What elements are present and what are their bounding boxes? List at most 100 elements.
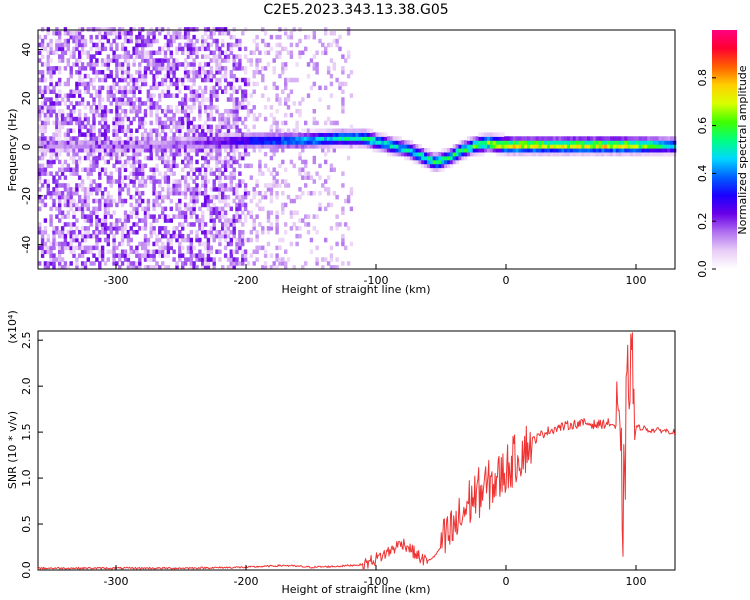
heatmap-cell [60,140,65,145]
heatmap-cell [135,144,139,149]
heatmap-cell [215,128,219,133]
heatmap-cell [69,73,73,79]
heatmap-cell [203,257,208,262]
heatmap-cell [132,148,136,153]
heatmap-cell [60,210,65,215]
heatmap-cell [206,124,211,130]
x-tick-label: 0 [503,575,510,588]
heatmap-cell [447,155,451,161]
heatmap-cell [198,124,202,130]
heatmap-cell [161,136,165,141]
heatmap-cell [163,34,168,40]
heatmap-cell [232,265,236,270]
heatmap-cell [292,163,296,169]
heatmap-cell [118,120,122,126]
heatmap-cell [132,105,136,110]
heatmap-cell [461,151,465,157]
heatmap-cell [189,27,193,32]
heatmap-cell [123,93,128,98]
heatmap-cell [438,167,442,172]
heatmap-cell [40,163,45,169]
heatmap-cell [152,38,156,44]
heatmap-cell [135,191,139,196]
heatmap-cell [178,202,182,208]
heatmap-cell [109,175,113,180]
heatmap-cell [149,151,153,157]
heatmap-cell [406,144,411,149]
heatmap-cell [146,175,151,180]
heatmap-cell [166,105,171,110]
heatmap-cell [221,136,225,141]
heatmap-cell [132,89,136,94]
heatmap-cell [232,27,236,32]
heatmap-cell [40,54,45,59]
heatmap-cell [412,144,417,149]
heatmap-cell [163,206,168,212]
heatmap-cell [349,140,354,145]
heatmap-cell [106,128,110,133]
heatmap-cell [106,198,110,204]
heatmap-cell [192,187,196,192]
heatmap-cell [172,155,176,161]
heatmap-cell [60,226,65,231]
heatmap-cell [341,261,345,266]
heatmap-cell [412,155,417,161]
heatmap-cell [58,81,62,87]
heatmap-cell [55,187,59,192]
heatmap-cell [92,128,96,133]
heatmap-cell [223,214,228,219]
heatmap-cell [40,253,45,258]
heatmap-cell [189,237,193,243]
heatmap-cell [232,109,236,114]
heatmap-cell [135,265,139,270]
heatmap-cell [181,261,185,266]
heatmap-cell [78,31,82,36]
heatmap-cell [138,124,142,130]
heatmap-cell [129,237,133,243]
heatmap-cell [166,89,171,94]
heatmap-cell [229,265,233,270]
heatmap-cell [126,58,131,63]
heatmap-cell [146,155,151,161]
heatmap-cell [332,62,336,67]
heatmap-cell [241,105,245,110]
heatmap-cell [427,155,431,161]
heatmap-cell [232,218,236,223]
heatmap-cell [55,81,59,87]
heatmap-cell [112,179,116,184]
heatmap-cell [135,70,139,75]
heatmap-cell [212,58,216,63]
heatmap-cell [209,148,213,153]
heatmap-cell [538,136,542,141]
heatmap-cell [232,85,236,91]
heatmap-cell [564,144,568,149]
heatmap-cell [238,105,242,110]
heatmap-cell [132,159,136,165]
heatmap-cell [232,171,236,176]
heatmap-cell [258,140,262,145]
heatmap-cell [223,120,228,126]
heatmap-cell [358,132,362,137]
heatmap-cell [149,101,153,106]
heatmap-cell [103,77,108,83]
heatmap-cell [183,175,188,180]
heatmap-cell [172,183,176,188]
heatmap-cell [295,136,299,141]
heatmap-cell [258,136,262,141]
heatmap-cell [255,257,259,262]
heatmap-cell [58,132,62,137]
heatmap-cell [80,183,85,188]
heatmap-cell [255,42,259,48]
heatmap-cell [112,226,116,231]
heatmap-cell [158,50,162,55]
heatmap-cell [149,62,153,67]
heatmap-cell [49,70,53,75]
heatmap-cell [129,214,133,219]
heatmap-cell [115,136,119,141]
heatmap-cell [501,148,505,153]
heatmap-cell [175,183,179,188]
heatmap-cell [123,101,128,106]
heatmap-cell [641,144,645,149]
heatmap-cell [223,124,228,130]
heatmap-cell [475,148,479,153]
